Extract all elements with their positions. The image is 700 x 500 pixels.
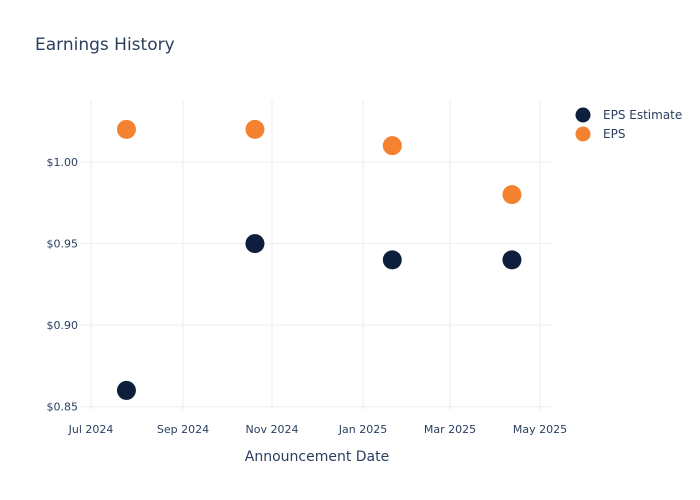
data-point[interactable]	[502, 250, 522, 270]
y-tick-label: $1.00	[47, 156, 79, 169]
y-tick-label: $0.90	[47, 319, 79, 332]
grid	[80, 100, 553, 410]
legend-item[interactable]: EPS Estimate	[575, 107, 683, 123]
series-eps	[116, 119, 522, 205]
x-tick-label: Mar 2025	[424, 423, 476, 436]
x-tick-label: May 2025	[513, 423, 567, 436]
data-point[interactable]	[382, 136, 402, 156]
data-point[interactable]	[502, 185, 522, 205]
x-tick-label: Jan 2025	[338, 423, 387, 436]
legend-item[interactable]: EPS	[575, 126, 626, 142]
data-point[interactable]	[116, 119, 136, 139]
legend-label: EPS	[603, 127, 625, 141]
legend[interactable]: EPS Estimate EPS	[575, 107, 683, 142]
data-point[interactable]	[116, 380, 136, 400]
data-point[interactable]	[245, 119, 265, 139]
y-axis-ticks: $0.85 $0.90 $0.95 $1.00	[47, 156, 79, 414]
x-axis-ticks: Jul 2024 Sep 2024 Nov 2024 Jan 2025 Mar 2025…	[68, 423, 568, 436]
x-axis-title: Announcement Date	[245, 449, 389, 465]
data-points	[116, 119, 522, 400]
data-point[interactable]	[245, 234, 265, 254]
x-tick-label: Nov 2024	[246, 423, 299, 436]
chart-title: Earnings History	[35, 35, 175, 55]
legend-marker	[575, 107, 591, 123]
legend-label: EPS Estimate	[603, 108, 682, 122]
data-point[interactable]	[382, 250, 402, 270]
legend-marker	[575, 126, 591, 142]
x-tick-label: Jul 2024	[68, 423, 114, 436]
y-tick-label: $0.85	[47, 401, 79, 414]
x-tick-label: Sep 2024	[157, 423, 209, 436]
series-eps-estimate	[116, 234, 522, 400]
y-tick-label: $0.95	[47, 238, 79, 251]
